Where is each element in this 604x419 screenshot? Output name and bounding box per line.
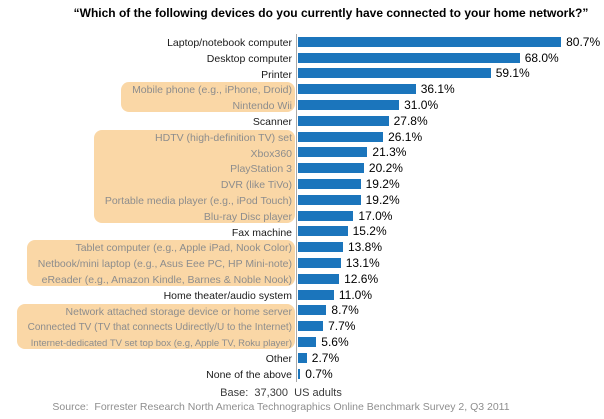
chart-row: Scanner 27.8%: [0, 113, 604, 129]
value-label: 13.8%: [348, 240, 383, 255]
category-label: Connected TV (TV that connects Udirectly…: [27, 322, 292, 334]
value-label: 36.1%: [420, 82, 455, 97]
value-label: 8.7%: [331, 303, 359, 318]
value-label: 17.0%: [358, 208, 393, 223]
chart-row: Network attached storage device or home …: [0, 303, 604, 319]
bar: [298, 226, 348, 237]
category-label: Internet-dedicated TV set top box (e.g, …: [30, 338, 292, 350]
bar: [298, 368, 301, 379]
chart-row: Netbook/mini laptop (e.g., Asus Eee PC, …: [0, 255, 604, 271]
chart-row: Desktop computer 68.0%: [0, 50, 604, 66]
chart-row: Blu-ray Disc player 17.0%: [0, 208, 604, 224]
chart-row: eReader (e.g., Amazon Kindle, Barnes & N…: [0, 271, 604, 287]
value-label: 20.2%: [368, 161, 403, 176]
category-label: Laptop/notebook computer: [167, 36, 292, 49]
category-label: Home theater/audio system: [163, 289, 292, 302]
category-label: PlayStation 3: [230, 163, 292, 176]
value-label: 68.0%: [524, 50, 559, 65]
category-label: Desktop computer: [206, 52, 292, 65]
value-label: 31.0%: [404, 98, 439, 113]
value-label: 7.7%: [328, 319, 356, 334]
chart-row: Xbox360 21.3%: [0, 145, 604, 161]
category-label: Netbook/mini laptop (e.g., Asus Eee PC, …: [37, 258, 292, 271]
bar: [298, 337, 317, 348]
value-label: 80.7%: [566, 34, 601, 49]
chart-row: Other 2.7%: [0, 350, 604, 366]
chart-row: None of the above 0.7%: [0, 366, 604, 382]
category-label: Fax machine: [231, 226, 292, 239]
bar: [298, 210, 354, 221]
chart-row: HDTV (high-definition TV) set 26.1%: [0, 129, 604, 145]
value-label: 11.0%: [338, 287, 373, 302]
bar: [298, 305, 327, 316]
category-label: Printer: [261, 68, 292, 81]
category-label: HDTV (high-definition TV) set: [155, 131, 292, 144]
value-label: 15.2%: [352, 224, 387, 239]
highlight-group-box: [27, 240, 295, 286]
axis-line: [296, 34, 297, 382]
bar: [298, 115, 389, 126]
bar: [298, 68, 491, 79]
chart-row: Home theater/audio system 11.0%: [0, 287, 604, 303]
bar: [298, 273, 340, 284]
category-label: Nintendo Wii: [232, 100, 292, 113]
bar-chart: Laptop/notebook computer 80.7% Desktop com…: [0, 34, 604, 382]
category-label: Scanner: [252, 115, 292, 128]
bar: [298, 289, 334, 300]
chart-row: Portable media player (e.g., iPod Touch)…: [0, 192, 604, 208]
chart-row: DVR (like TiVo) 19.2%: [0, 176, 604, 192]
value-label: 0.7%: [305, 366, 333, 381]
source-note: Source: Forrester Research North America…: [52, 400, 510, 413]
chart-row: Laptop/notebook computer 80.7%: [0, 34, 604, 50]
bar: [298, 242, 343, 253]
bar: [298, 131, 384, 142]
value-label: 59.1%: [495, 66, 530, 81]
bar: [298, 258, 341, 269]
bar: [298, 321, 324, 332]
category-label: eReader (e.g., Amazon Kindle, Barnes & N…: [41, 273, 292, 286]
chart-row: Tablet computer (e.g., Apple iPad, Nook …: [0, 239, 604, 255]
category-label: Xbox360: [250, 147, 292, 160]
highlight-group-box: [94, 129, 295, 223]
value-label: 21.3%: [372, 145, 407, 160]
chart-row: Printer 59.1%: [0, 66, 604, 82]
chart-title: “Which of the following devices do you c…: [73, 6, 589, 20]
chart-row: Mobile phone (e.g., iPhone, Droid) 36.1%: [0, 81, 604, 97]
category-label: Portable media player (e.g., iPod Touch): [104, 194, 292, 207]
value-label: 12.6%: [344, 271, 379, 286]
bar: [298, 36, 562, 47]
value-label: 13.1%: [345, 256, 380, 271]
chart-row: PlayStation 3 20.2%: [0, 160, 604, 176]
bar: [298, 84, 416, 95]
category-label: Other: [265, 352, 292, 365]
base-note: Base: 37,300 US adults: [220, 386, 342, 399]
chart-row: Nintendo Wii 31.0%: [0, 97, 604, 113]
bar: [298, 52, 520, 63]
value-label: 19.2%: [365, 192, 400, 207]
bar: [298, 100, 400, 111]
bar: [298, 194, 361, 205]
bar: [298, 163, 364, 174]
category-label: None of the above: [206, 368, 292, 381]
category-label: Tablet computer (e.g., Apple iPad, Nook …: [75, 242, 292, 255]
bar: [298, 352, 307, 363]
bar: [298, 179, 361, 190]
highlight-group-box: [17, 303, 295, 349]
bar: [298, 147, 368, 158]
value-label: 19.2%: [365, 177, 400, 192]
category-label: DVR (like TiVo): [220, 179, 292, 192]
chart-row: Internet-dedicated TV set top box (e.g, …: [0, 334, 604, 350]
category-label: Blu-ray Disc player: [203, 210, 292, 223]
category-label: Mobile phone (e.g., iPhone, Droid): [132, 84, 292, 97]
chart-row: Connected TV (TV that connects Udirectly…: [0, 318, 604, 334]
value-label: 26.1%: [388, 129, 423, 144]
category-label: Network attached storage device or home …: [65, 305, 292, 318]
highlight-group-box: [121, 82, 295, 112]
chart-footer: Base: 37,300 US adults Source: Forrester…: [0, 386, 604, 414]
chart-row: Fax machine 15.2%: [0, 224, 604, 240]
value-label: 27.8%: [393, 113, 428, 128]
value-label: 2.7%: [311, 350, 340, 365]
value-label: 5.6%: [321, 335, 349, 350]
